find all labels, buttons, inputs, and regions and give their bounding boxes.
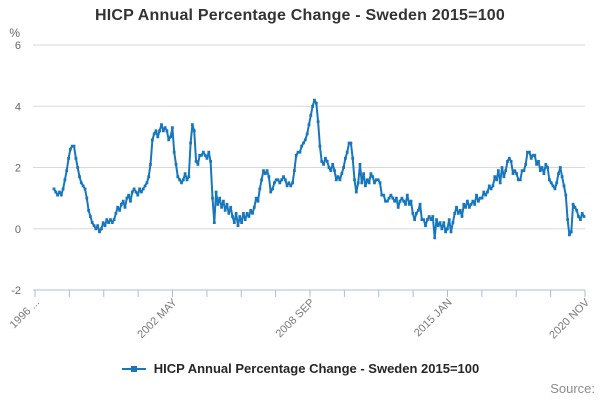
svg-text:2: 2	[15, 163, 21, 175]
svg-text:0: 0	[15, 224, 21, 236]
svg-text:4: 4	[15, 101, 21, 113]
source-label: Source:	[550, 381, 595, 396]
svg-text:2008 SEP: 2008 SEP	[274, 297, 318, 341]
x-axis	[34, 290, 586, 297]
x-axis-tick-labels: 1996 ... 2002 MAY 2008 SEP 2015 JAN 2020 NOV	[8, 296, 593, 341]
svg-text:-2: -2	[11, 285, 21, 297]
svg-text:2020 NOV: 2020 NOV	[547, 296, 592, 341]
chart-title: HICP Annual Percentage Change - Sweden 2…	[95, 7, 505, 24]
legend-item[interactable]: HICP Annual Percentage Change - Sweden 2…	[0, 361, 600, 376]
svg-text:1996 ...: 1996 ...	[8, 297, 42, 331]
legend-label: HICP Annual Percentage Change - Sweden 2…	[153, 361, 480, 376]
hicp-line-series	[52, 98, 586, 240]
legend-line-icon	[121, 365, 146, 372]
svg-text:2002 MAY: 2002 MAY	[135, 296, 180, 341]
y-axis-unit-label: %	[9, 26, 20, 40]
svg-text:6: 6	[15, 40, 21, 52]
svg-text:2015 JAN: 2015 JAN	[412, 297, 455, 340]
y-gridlines	[33, 44, 585, 291]
y-axis-tick-labels: 6 4 2 0 -2	[11, 40, 21, 297]
